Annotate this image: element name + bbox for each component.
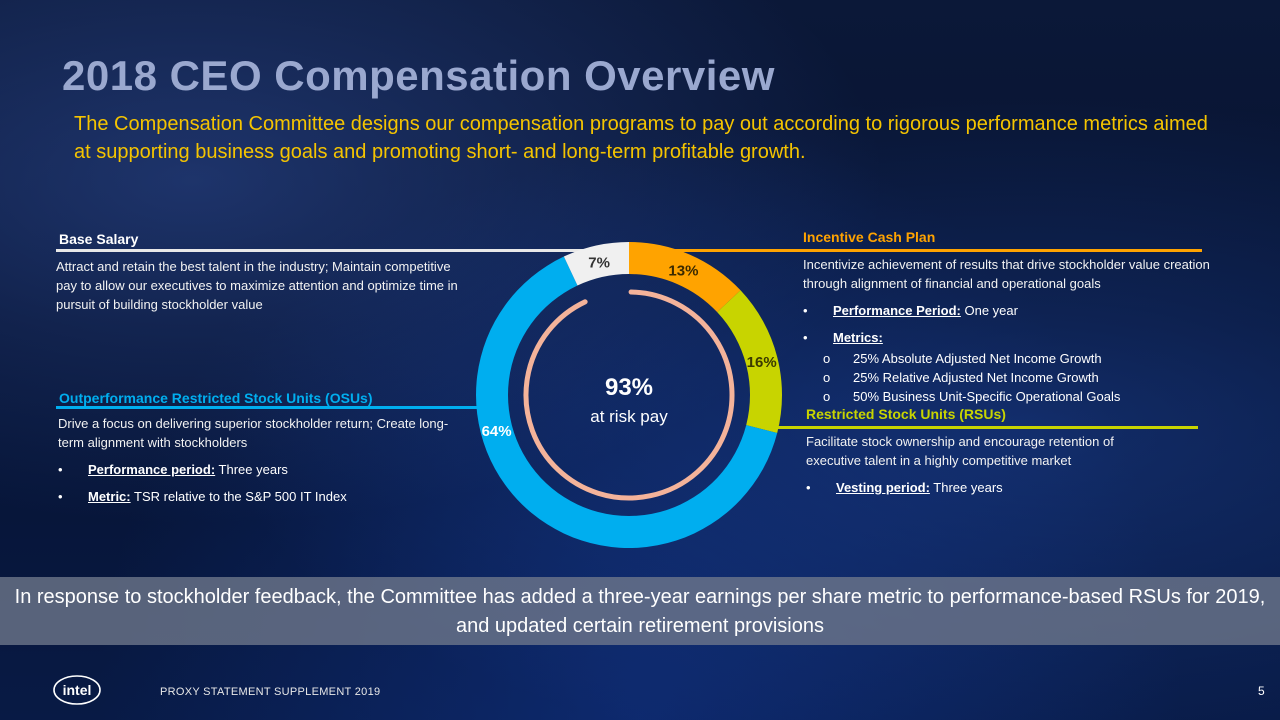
osu-body: Drive a focus on delivering superior sto…: [58, 414, 458, 514]
page-number: 5: [1258, 684, 1265, 698]
center-label: at risk pay: [590, 407, 668, 426]
osu-text: Drive a focus on delivering superior sto…: [58, 416, 449, 450]
at-risk-arc: [523, 289, 735, 501]
page-title: 2018 CEO Compensation Overview: [62, 52, 775, 99]
footer-text: PROXY STATEMENT SUPPLEMENT 2019: [160, 686, 381, 698]
donut-slice-1: [717, 290, 782, 434]
donut-slice-0: [629, 242, 741, 313]
icp-bullets: Performance Period: One year Metrics:: [803, 301, 1243, 347]
rsu-body: Facilitate stock ownership and encourage…: [806, 432, 1166, 505]
osu-bullet: Metric: TSR relative to the S&P 500 IT I…: [58, 487, 458, 506]
intel-logo: intel: [53, 675, 101, 705]
center-value: 93%: [605, 374, 653, 401]
svg-text:intel: intel: [63, 682, 92, 698]
rsu-bullets: Vesting period: Three years: [806, 478, 1166, 497]
rsu-divider: [770, 426, 1198, 429]
at-risk-pay-donut-chart: 13% 16% 64% 7% 93% at risk pay: [476, 242, 782, 548]
base-salary-text: Attract and retain the best talent in th…: [56, 259, 458, 312]
osu-heading: Outperformance Restricted Stock Units (O…: [59, 390, 373, 406]
osu-divider: [56, 406, 488, 409]
rsu-text: Facilitate stock ownership and encourage…: [806, 434, 1114, 468]
icp-divider: [628, 249, 1202, 252]
donut-slice-label-0: 13%: [668, 262, 698, 279]
icp-text: Incentivize achievement of results that …: [803, 257, 1210, 291]
osu-bullets: Performance period: Three years Metric: …: [58, 460, 458, 506]
donut-slice-label-2: 64%: [482, 423, 512, 440]
icp-metric: 25% Absolute Adjusted Net Income Growth: [803, 349, 1243, 368]
icp-bullet: Performance Period: One year: [803, 301, 1243, 320]
rsu-heading: Restricted Stock Units (RSUs): [806, 406, 1006, 422]
icp-metric: 50% Business Unit-Specific Operational G…: [803, 387, 1243, 406]
donut-slice-label-3: 7%: [588, 254, 610, 271]
base-salary-heading: Base Salary: [59, 231, 139, 247]
osu-bullet: Performance period: Three years: [58, 460, 458, 479]
icp-bullet: Metrics:: [803, 328, 1243, 347]
donut-slice-3: [563, 242, 629, 286]
rsu-bullet: Vesting period: Three years: [806, 478, 1166, 497]
donut-slice-label-1: 16%: [747, 354, 777, 371]
base-salary-divider: [56, 249, 628, 252]
feedback-banner: In response to stockholder feedback, the…: [0, 577, 1280, 645]
icp-body: Incentivize achievement of results that …: [803, 255, 1243, 406]
page-subtitle: The Compensation Committee designs our c…: [74, 113, 1208, 163]
icp-heading: Incentive Cash Plan: [803, 229, 936, 245]
icp-metric: 25% Relative Adjusted Net Income Growth: [803, 368, 1243, 387]
icp-metrics: 25% Absolute Adjusted Net Income Growth …: [803, 349, 1243, 406]
